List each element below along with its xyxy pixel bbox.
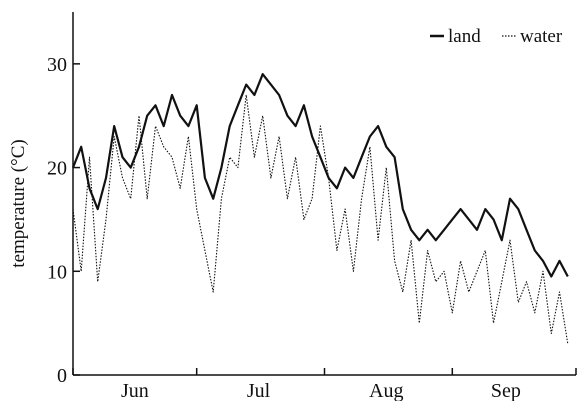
legend-label-water: water: [520, 26, 563, 47]
y-axis-title: temperature (°C): [8, 139, 29, 267]
x-tick-label: Jun: [121, 380, 149, 401]
series-lines: [71, 73, 569, 344]
series-line-land: [71, 73, 569, 278]
legend-label-land: land: [448, 26, 481, 47]
axes: 0 10 20 30 Jun Jul Aug Sep: [47, 12, 577, 401]
y-tick-label: 10: [47, 261, 67, 283]
x-tick-label: Aug: [369, 380, 403, 401]
y-tick-label: 30: [47, 54, 67, 76]
y-tick-label: 20: [47, 158, 67, 180]
x-tick-label: Jul: [247, 380, 271, 401]
series-line-water: [72, 94, 569, 344]
y-tick-label: 0: [57, 365, 67, 387]
x-tick-label: Sep: [491, 380, 521, 401]
legend: land water: [430, 26, 563, 47]
